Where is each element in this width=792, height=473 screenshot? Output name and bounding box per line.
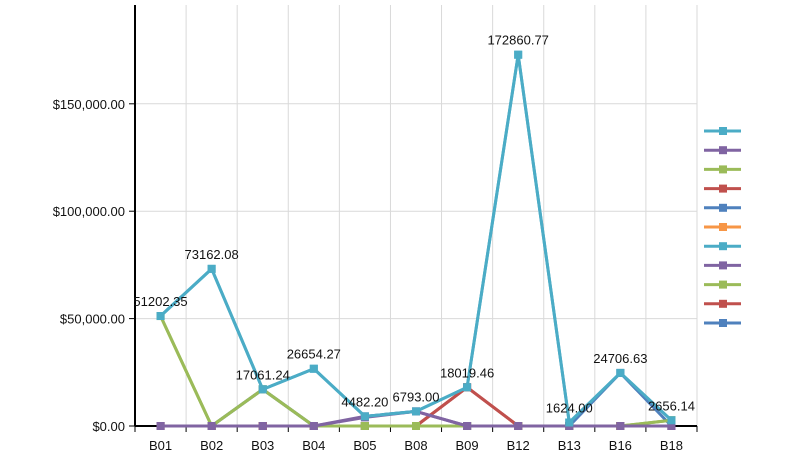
legend-item-9 [704,280,741,289]
x-tick-label: B02 [200,438,223,453]
legend-swatch-marker [719,127,727,135]
data-point [463,383,472,392]
legend-swatch-marker [719,280,727,289]
y-tick-label: $50,000.00 [60,312,125,327]
y-axis-ticks: $0.00 $50,000.00 $100,000.00 $150,000.00 [53,97,135,434]
data-point [565,418,574,427]
data-point [412,422,420,430]
data-label: 2656.14 [648,398,695,413]
data-point [667,422,676,430]
legend-swatch-marker [719,242,727,251]
y-tick-label: $0.00 [92,419,125,434]
data-point [616,368,625,377]
data-label: 51202.35 [133,294,187,309]
data-point [156,422,165,430]
x-tick-label: B01 [149,438,172,453]
x-tick-label: B09 [456,438,479,453]
series-lines [156,50,676,430]
data-label: 4482.20 [341,394,388,409]
x-tick-label: B12 [507,438,530,453]
data-labels: 51202.35 73162.08 17061.24 26654.27 4482.20 6… [133,33,695,416]
legend-item-7 [704,242,741,251]
data-point [309,364,318,373]
legend-swatch-marker [719,261,727,270]
legend-item-3 [704,165,741,174]
x-tick-label: B13 [558,438,581,453]
series-1 [156,50,676,427]
data-point [258,422,267,430]
data-point [412,407,420,416]
legend-item-5 [704,203,741,212]
legend-swatch-marker [719,223,727,231]
y-tick-label: $100,000.00 [53,204,125,219]
legend-item-8 [704,261,741,270]
legend-swatch-marker [719,184,727,193]
y-tick-label: $150,000.00 [53,97,125,112]
legend [704,127,741,327]
data-point [463,422,472,430]
data-point [667,416,676,425]
data-point [360,422,369,430]
data-point [514,422,523,430]
data-point [309,422,318,430]
legend-item-11 [704,319,741,327]
x-tick-label: B16 [609,438,632,453]
data-label: 18019.46 [440,365,494,380]
data-point [616,422,625,430]
data-label: 26654.27 [287,347,341,362]
data-label: 6793.00 [393,389,440,404]
data-point [514,50,523,59]
data-point [207,422,216,430]
series-7 [156,50,676,427]
data-point [258,385,267,394]
data-label: 17061.24 [236,367,290,382]
legend-item-2 [704,146,741,155]
x-tick-label: B08 [404,438,427,453]
legend-item-1 [704,127,741,135]
legend-swatch-marker [719,319,727,327]
x-axis-ticks: B01 B02 B03 B04 B05 B08 B09 B12 B13 B16 B18 [134,426,698,453]
data-label: 1624.00 [546,401,593,416]
data-label: 73162.08 [185,247,239,262]
legend-swatch-marker [719,203,727,212]
x-tick-label: B04 [302,438,325,453]
data-label: 24706.63 [593,351,647,366]
x-tick-label: B18 [660,438,683,453]
data-point [360,412,369,421]
legend-item-10 [704,299,741,308]
data-point [207,264,216,273]
x-tick-label: B03 [251,438,274,453]
x-tick-label: B05 [353,438,376,453]
legend-swatch-marker [719,146,727,155]
legend-item-4 [704,184,741,193]
data-label: 172860.77 [487,33,548,48]
legend-item-6 [704,223,741,231]
data-point [156,312,165,321]
legend-swatch-marker [719,299,727,308]
legend-swatch-marker [719,165,727,174]
